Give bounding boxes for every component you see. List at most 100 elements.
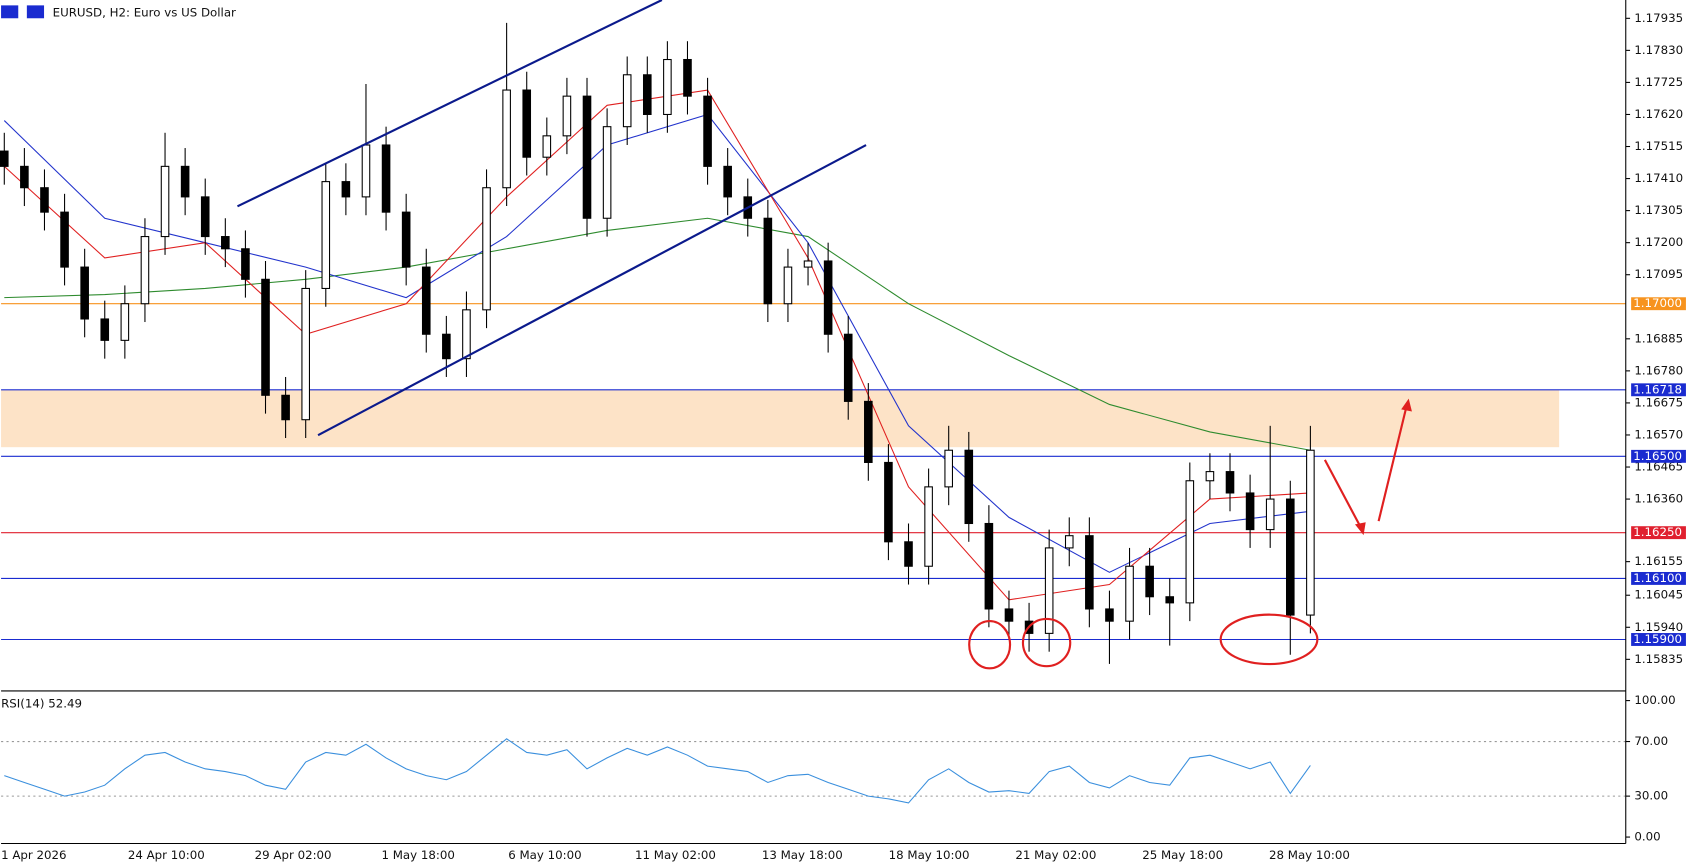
y-tick-label: 1.17200 — [1634, 235, 1683, 249]
candle-body — [1205, 471, 1215, 482]
y-tick-label: 1.16045 — [1634, 588, 1683, 602]
candle-body — [361, 144, 371, 198]
x-tick-label: 25 May 18:00 — [1142, 848, 1223, 862]
candle-body — [1125, 565, 1134, 622]
candle-body — [904, 541, 913, 567]
y-tick-label: 1.17410 — [1634, 171, 1683, 185]
rsi-line — [4, 738, 1311, 804]
candle-body — [864, 400, 873, 463]
candle-body — [1225, 471, 1235, 494]
y-tick-label: 1.16780 — [1634, 363, 1683, 377]
candle-body — [442, 333, 451, 360]
candle-body — [221, 236, 230, 250]
candle-body — [1085, 535, 1094, 610]
y-tick-label: 1.17935 — [1634, 11, 1683, 25]
x-tick-label: 24 Apr 10:00 — [128, 848, 205, 862]
candle-body — [924, 486, 933, 567]
candle-body — [944, 449, 953, 488]
candle-body — [602, 126, 612, 219]
candle-body — [884, 461, 893, 543]
candle-body — [683, 58, 692, 97]
mark-layer — [0, 22, 1315, 804]
candle-body — [1044, 547, 1054, 634]
level-box — [1631, 383, 1686, 397]
candle-body — [40, 187, 49, 213]
candle-body — [723, 165, 732, 198]
candle-body — [301, 287, 310, 421]
y-tick-label: 1.16360 — [1634, 492, 1683, 506]
level-label: 1.16500 — [1633, 449, 1682, 463]
y-tick-label: 1.17830 — [1634, 43, 1683, 57]
candle-body — [140, 236, 150, 305]
circle — [968, 620, 1012, 670]
candle-body — [482, 187, 491, 311]
candle-body — [120, 303, 130, 341]
arrow-head — [1354, 522, 1366, 536]
y-tick-label: 1.16465 — [1634, 460, 1683, 474]
candle-body — [421, 266, 431, 335]
y-tick-label: 1.17515 — [1634, 139, 1683, 153]
zone — [1, 389, 1560, 448]
candle-body — [542, 135, 552, 158]
candle-body — [381, 144, 391, 213]
level-box — [1631, 633, 1686, 646]
x-tick-label: 1 May 18:00 — [381, 848, 454, 862]
candle-body — [502, 89, 511, 189]
y-tick-label: 1.15940 — [1634, 620, 1683, 634]
candle-body — [823, 260, 833, 335]
candle-body — [783, 266, 793, 305]
arrow-head — [1401, 398, 1412, 412]
level-label: 1.16718 — [1633, 382, 1682, 396]
y-tick-label: 1.17725 — [1634, 75, 1683, 89]
y-tick-label: 1.17095 — [1634, 267, 1683, 281]
x-tick-label: 28 May 10:00 — [1269, 848, 1350, 862]
candle-body — [1265, 498, 1275, 531]
y-tick-label: 1.15835 — [1634, 652, 1683, 666]
y-tick-label: 1.17305 — [1634, 203, 1683, 217]
level-label: 1.16100 — [1633, 571, 1682, 585]
circle — [1021, 617, 1072, 668]
candle-body — [1306, 449, 1315, 616]
y-tick-label: 70.00 — [1634, 734, 1668, 748]
arrow — [1323, 459, 1363, 530]
y-tick-label: 1.16675 — [1634, 395, 1683, 409]
candle-body — [100, 318, 110, 341]
candle-body — [642, 74, 652, 116]
candle-body — [843, 333, 853, 402]
candle-body — [1145, 565, 1154, 598]
rsi-title: RSI(14) 52.49 — [1, 696, 82, 710]
level-box — [1631, 449, 1686, 463]
candle-body — [281, 394, 290, 421]
candle-body — [1165, 596, 1175, 604]
icon — [1, 5, 19, 19]
channel-lower — [317, 144, 867, 437]
channel-upper — [236, 0, 663, 208]
candle-body — [1064, 535, 1074, 549]
candle-body — [20, 165, 29, 189]
y-tick-label: 0.00 — [1634, 830, 1660, 844]
candle-body — [1004, 608, 1014, 622]
x-tick-label: 29 Apr 02:00 — [255, 848, 332, 862]
chart-title: EURUSD, H2: Euro vs US Dollar — [53, 5, 236, 19]
moving-average — [4, 217, 1311, 451]
y-tick-label: 100.00 — [1634, 693, 1675, 707]
level-label: 1.15900 — [1633, 632, 1682, 646]
candle-body — [763, 217, 773, 305]
candle-body — [261, 278, 270, 396]
level-box — [1631, 526, 1686, 540]
zone-layer — [1, 389, 1560, 448]
y-tick-label: 1.16155 — [1634, 554, 1683, 568]
y-tick-label: 1.17620 — [1634, 107, 1683, 121]
candle-body — [803, 260, 813, 268]
y-tick-label: 1.16570 — [1634, 427, 1683, 441]
grid-layer: 1.17935 1.17830 1.17725 1.17620 1.17515 1.174… — [1, 11, 1686, 862]
arrow — [1377, 405, 1408, 522]
candle-body — [663, 58, 672, 116]
level-label: 1.16250 — [1633, 525, 1682, 539]
candle-body — [241, 248, 250, 280]
candle-body — [180, 165, 190, 198]
y-tick-label: 1.16885 — [1634, 331, 1683, 345]
x-tick-label: 13 May 18:00 — [762, 848, 843, 862]
candle-body — [401, 211, 411, 268]
x-tick-label: 1 Apr 2026 — [1, 848, 66, 862]
